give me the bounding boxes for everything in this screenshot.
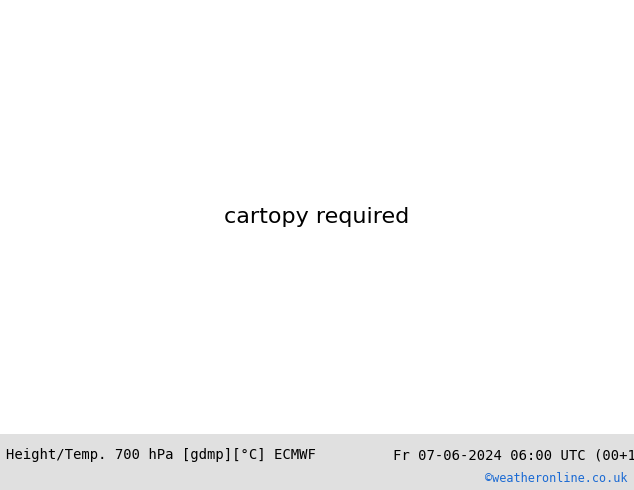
Text: Fr 07-06-2024 06:00 UTC (00+198): Fr 07-06-2024 06:00 UTC (00+198) <box>393 448 634 462</box>
Text: cartopy required: cartopy required <box>224 207 410 227</box>
Text: ©weatheronline.co.uk: ©weatheronline.co.uk <box>485 472 628 486</box>
Text: Height/Temp. 700 hPa [gdmp][°C] ECMWF: Height/Temp. 700 hPa [gdmp][°C] ECMWF <box>6 448 316 462</box>
